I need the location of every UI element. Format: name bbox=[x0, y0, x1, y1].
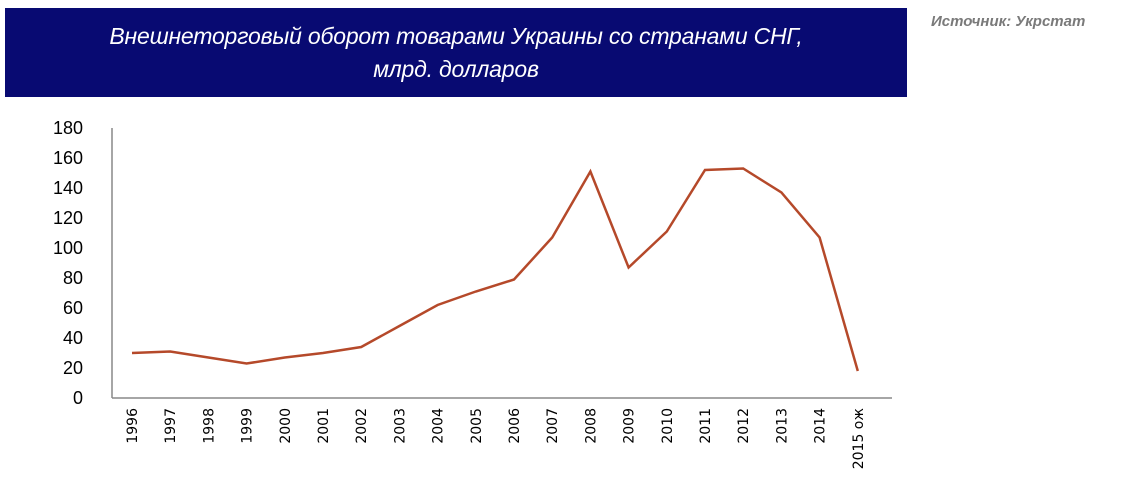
y-axis-tick-labels: 0 20 40 60 80 100 120 140 160 180 bbox=[53, 118, 83, 408]
chart-title-line-2: млрд. долларов bbox=[373, 55, 539, 82]
x-tick-label: 2002 bbox=[354, 408, 370, 444]
x-tick-label: 2014 bbox=[813, 408, 829, 444]
x-tick-label: 2012 bbox=[736, 408, 752, 444]
x-tick-label: 2015 ож bbox=[851, 408, 867, 470]
y-tick-label: 180 bbox=[53, 118, 83, 138]
x-tick-label: 2004 bbox=[431, 408, 447, 444]
y-tick-label: 80 bbox=[63, 268, 83, 288]
y-tick-label: 20 bbox=[63, 358, 83, 378]
y-tick-label: 0 bbox=[73, 388, 83, 408]
x-tick-label: 2001 bbox=[316, 408, 332, 444]
x-axis-tick-labels: 1996 1997 1998 1999 2000 2001 2002 2003 2004 2005… bbox=[125, 408, 867, 470]
x-tick-label: 2005 bbox=[469, 408, 485, 444]
y-tick-label: 160 bbox=[53, 148, 83, 168]
chart-title-line-1: Внешнеторговый оборот товарами Украины с… bbox=[109, 22, 803, 49]
x-tick-label: 2011 bbox=[698, 408, 714, 444]
x-tick-label: 2000 bbox=[278, 408, 294, 444]
y-tick-label: 140 bbox=[53, 178, 83, 198]
x-tick-label: 2003 bbox=[392, 408, 408, 444]
source-label: Источник: Укрстат bbox=[931, 13, 1086, 30]
chart-title-banner: Внешнеторговый оборот товарами Украины с… bbox=[5, 8, 907, 97]
x-tick-label: 1996 bbox=[125, 408, 141, 444]
x-tick-label: 2009 bbox=[622, 408, 638, 444]
x-tick-label: 2008 bbox=[583, 408, 599, 444]
x-tick-label: 2013 bbox=[774, 408, 790, 444]
x-tick-label: 2006 bbox=[507, 408, 523, 444]
x-tick-label: 1998 bbox=[201, 408, 217, 444]
x-tick-label: 2007 bbox=[545, 408, 561, 444]
y-tick-label: 120 bbox=[53, 208, 83, 228]
x-tick-label: 1999 bbox=[240, 408, 256, 444]
y-tick-label: 40 bbox=[63, 328, 83, 348]
y-tick-label: 100 bbox=[53, 238, 83, 258]
y-tick-label: 60 bbox=[63, 298, 83, 318]
x-tick-label: 1997 bbox=[163, 408, 179, 444]
x-tick-label: 2010 bbox=[660, 408, 676, 444]
data-series-line bbox=[131, 167, 860, 372]
